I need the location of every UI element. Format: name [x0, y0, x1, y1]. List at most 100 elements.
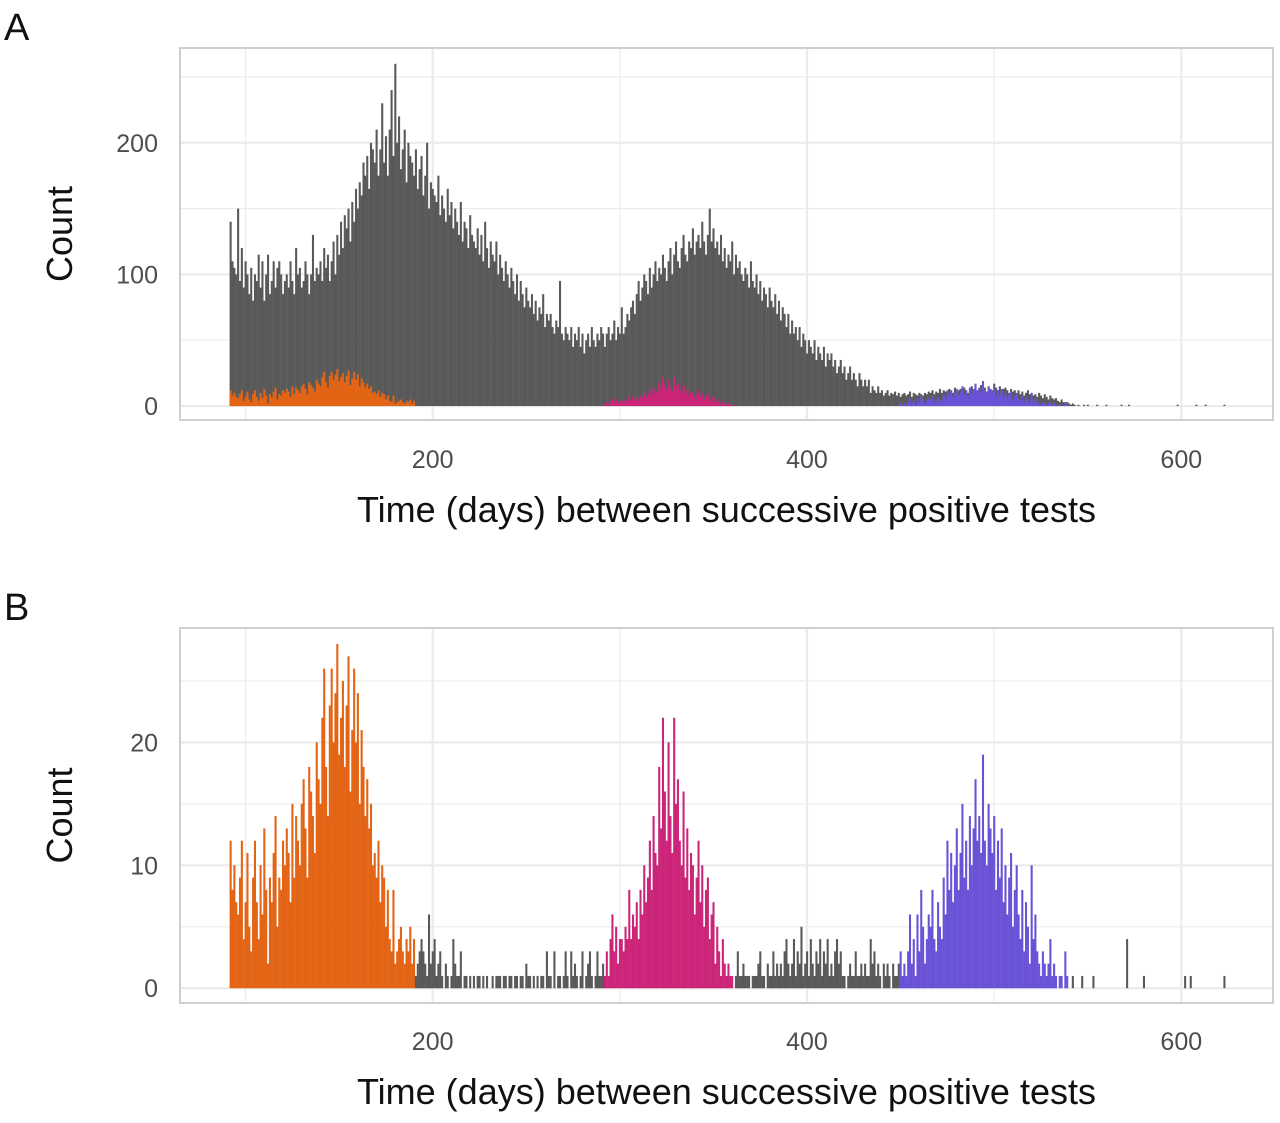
histogram-bar	[869, 392, 872, 407]
histogram-bar	[482, 261, 485, 407]
histogram-bar	[661, 717, 665, 989]
histogram-bar	[817, 963, 820, 989]
histogram-bar	[1000, 828, 1003, 989]
histogram-bar	[864, 963, 867, 989]
histogram-bar	[340, 221, 343, 407]
histogram-bar	[1105, 404, 1108, 407]
overlay-bar	[985, 392, 988, 407]
histogram-bar	[596, 333, 599, 407]
histogram-bar	[746, 975, 749, 989]
histogram-bar	[740, 975, 743, 989]
histogram-bar	[238, 280, 242, 407]
histogram-bar	[413, 175, 416, 407]
histogram-bar	[598, 340, 601, 407]
histogram-bar	[759, 951, 762, 989]
histogram-bar	[877, 963, 880, 989]
histogram-bar	[607, 327, 610, 407]
histogram-bar	[547, 975, 550, 989]
histogram-bar	[1026, 926, 1029, 989]
histogram-bar	[875, 975, 878, 989]
x-axis-title: Time (days) between successive positive …	[357, 489, 1096, 530]
histogram-bar	[478, 254, 481, 407]
y-tick-label: 200	[116, 130, 158, 158]
histogram-bar	[272, 261, 275, 407]
overlay-bar	[296, 390, 300, 407]
overlay-bar	[253, 390, 256, 407]
histogram-bar	[267, 254, 270, 407]
histogram-bar	[944, 914, 947, 989]
histogram-bar	[439, 951, 442, 989]
histogram-bar	[1041, 951, 1044, 989]
histogram-bar	[396, 142, 399, 407]
histogram-bar	[895, 395, 898, 407]
histogram-bar	[744, 975, 747, 989]
histogram-bar	[631, 914, 635, 989]
histogram-bar	[725, 267, 728, 407]
histogram-bar	[892, 963, 895, 989]
histogram-bar	[1002, 902, 1005, 989]
histogram-bar	[416, 963, 419, 989]
histogram-bar	[630, 939, 633, 989]
histogram-bar	[1083, 404, 1086, 407]
histogram-bar	[688, 241, 691, 407]
histogram-bar	[233, 865, 236, 989]
histogram-bar	[426, 142, 429, 407]
histogram-bar	[549, 313, 552, 407]
histogram-bar	[358, 803, 361, 989]
histogram-bar	[1071, 975, 1074, 989]
histogram-bar	[414, 975, 417, 989]
histogram-bar	[1092, 975, 1095, 989]
overlay-bar	[622, 402, 625, 407]
histogram-bar	[772, 307, 775, 407]
histogram-bar	[800, 926, 803, 989]
histogram-bar	[497, 274, 500, 407]
histogram-bar	[330, 668, 333, 989]
overlay-bar	[704, 395, 708, 407]
histogram-bar	[394, 963, 397, 989]
overlay-bar	[334, 374, 337, 407]
histogram-bar	[794, 327, 797, 407]
overlay-bar	[1058, 404, 1061, 407]
histogram-bar	[873, 390, 876, 407]
histogram-bar	[278, 877, 281, 989]
histogram-bar	[343, 215, 346, 407]
histogram-bar	[472, 241, 475, 407]
overlay-bar	[918, 402, 921, 407]
overlay-bar	[1036, 402, 1039, 407]
overlay-bar	[701, 392, 704, 407]
histogram-bar	[749, 261, 752, 407]
overlay-bar	[280, 395, 283, 407]
histogram-bar	[888, 975, 891, 989]
overlay-bar	[723, 403, 726, 407]
histogram-bar	[894, 391, 897, 407]
histogram-bar	[815, 951, 818, 989]
histogram-bar	[465, 975, 468, 989]
overlay-bar	[678, 390, 681, 407]
overlay-bar	[693, 398, 696, 407]
histogram-bar	[354, 742, 358, 989]
histogram-bar	[1038, 392, 1041, 407]
histogram-bar	[905, 975, 908, 989]
histogram-bar	[504, 261, 507, 407]
histogram-bar	[323, 668, 326, 989]
overlay-bar	[1066, 404, 1069, 407]
histogram-bar	[1006, 914, 1009, 989]
histogram-bar	[856, 386, 859, 407]
histogram-bar	[690, 248, 693, 407]
overlay-bar	[375, 394, 378, 407]
histogram-bar	[1021, 889, 1024, 989]
histogram-bar	[237, 914, 240, 989]
histogram-bar	[940, 392, 943, 407]
histogram-bar	[727, 254, 730, 407]
overlay-bar	[1032, 400, 1035, 407]
histogram-bar	[712, 228, 715, 407]
overlay-bar	[1060, 404, 1063, 407]
overlay-bar	[989, 388, 992, 407]
histogram-bar	[435, 202, 438, 407]
histogram-bar	[304, 828, 307, 989]
histogram-bar	[854, 379, 857, 407]
histogram-bar	[497, 975, 500, 989]
histogram-bar	[1015, 865, 1018, 989]
histogram-bar	[637, 939, 640, 989]
histogram-bar	[792, 939, 796, 989]
